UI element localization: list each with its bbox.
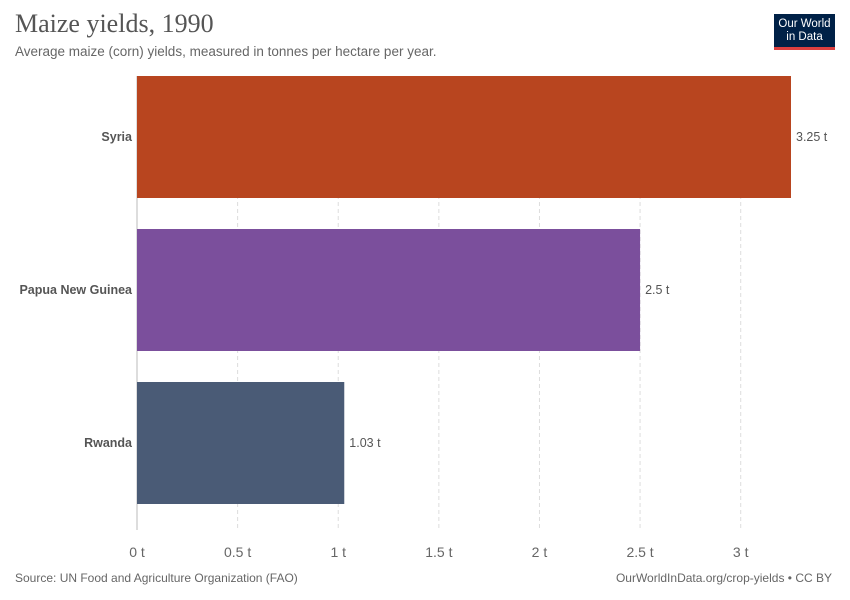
value-label: 1.03 t	[349, 436, 381, 450]
bar-papua-new-guinea	[137, 229, 641, 351]
x-tick-label: 1.5 t	[425, 544, 452, 560]
x-tick-label: 3 t	[733, 544, 749, 560]
category-label: Papua New Guinea	[19, 283, 133, 297]
category-label: Syria	[101, 130, 133, 144]
source-note: Source: UN Food and Agriculture Organiza…	[15, 571, 298, 585]
x-tick-label: 0 t	[129, 544, 145, 560]
category-label: Rwanda	[84, 436, 133, 450]
chart-subtitle: Average maize (corn) yields, measured in…	[15, 44, 437, 59]
bar-syria	[137, 76, 791, 198]
bar-rwanda	[137, 382, 345, 504]
owid-logo[interactable]: Our World in Data	[774, 14, 835, 50]
x-tick-label: 1 t	[330, 544, 346, 560]
source-link[interactable]: OurWorldInData.org/crop-yields • CC BY	[615, 571, 832, 585]
x-tick-label: 2.5 t	[626, 544, 653, 560]
chart-title: Maize yields, 1990	[15, 9, 214, 38]
logo-line-2: in Data	[786, 31, 823, 43]
x-tick-label: 2 t	[532, 544, 548, 560]
value-label: 3.25 t	[796, 130, 828, 144]
value-label: 2.5 t	[645, 283, 670, 297]
logo-line-1: Our World	[778, 18, 831, 30]
x-tick-label: 0.5 t	[224, 544, 251, 560]
